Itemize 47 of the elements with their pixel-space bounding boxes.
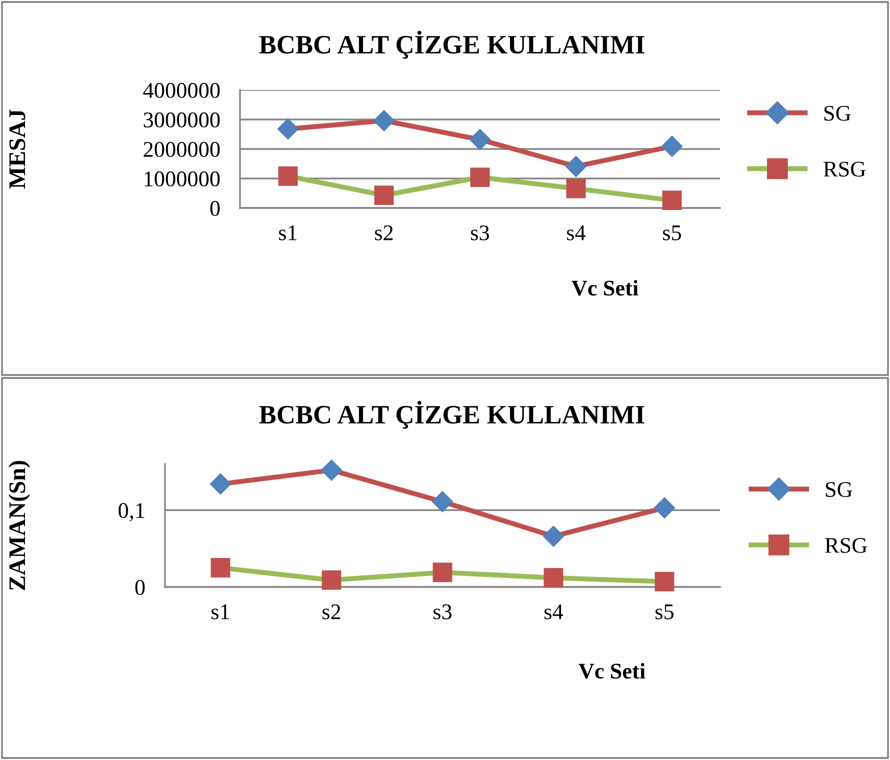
point bbox=[542, 525, 564, 548]
x-tick-label: s5 bbox=[656, 604, 674, 620]
y-tick-label: 3000000 bbox=[144, 112, 220, 128]
point bbox=[322, 570, 342, 590]
y-tick-label: 0 bbox=[210, 200, 220, 216]
point bbox=[470, 168, 490, 188]
y-tick-label: 2000000 bbox=[144, 142, 220, 157]
point bbox=[469, 128, 491, 150]
x-axis-title: Vc Seti bbox=[572, 280, 638, 296]
y-axis-title: MESAJ bbox=[9, 110, 26, 189]
point bbox=[373, 110, 395, 132]
point bbox=[277, 118, 299, 140]
x-tick-label: s3 bbox=[471, 225, 490, 240]
y-tick-label: 0,1 bbox=[118, 503, 144, 522]
y-tick-label: 0 bbox=[135, 580, 145, 595]
legend-label: SG bbox=[826, 482, 852, 498]
chart-title: BCBC ALT ÇİZGE KULLANIMI bbox=[259, 30, 644, 59]
point bbox=[544, 568, 564, 588]
legend-label: SG bbox=[824, 106, 851, 121]
point bbox=[432, 490, 454, 512]
point bbox=[278, 166, 298, 186]
point bbox=[432, 562, 452, 582]
x-axis-title: Vc Seti bbox=[578, 663, 646, 679]
x-tick-label: s1 bbox=[212, 604, 230, 620]
x-tick-label: s5 bbox=[663, 226, 682, 240]
x-tick-label: s3 bbox=[434, 604, 452, 620]
point bbox=[320, 459, 342, 481]
point bbox=[210, 558, 230, 578]
legend-label: RSG bbox=[825, 538, 867, 553]
point bbox=[565, 156, 587, 178]
point bbox=[210, 473, 232, 495]
point bbox=[661, 136, 683, 158]
x-tick-label: s4 bbox=[544, 604, 564, 620]
x-tick-label: s4 bbox=[567, 225, 586, 240]
point bbox=[662, 190, 682, 210]
point bbox=[374, 186, 394, 206]
point bbox=[654, 572, 674, 592]
point bbox=[566, 178, 586, 198]
x-tick-label: s2 bbox=[322, 604, 340, 620]
x-tick-label: s1 bbox=[279, 225, 297, 240]
legend-label: RSG bbox=[824, 162, 866, 177]
y-tick-label: 1000000 bbox=[144, 171, 220, 186]
y-axis-title: ZAMAN(Sn) bbox=[8, 460, 30, 590]
chart-title: BCBC ALT ÇİZGE KULLANIMI bbox=[259, 400, 644, 429]
x-tick-label: s2 bbox=[375, 225, 393, 240]
point bbox=[654, 497, 676, 519]
y-tick-label: 4000000 bbox=[143, 82, 220, 98]
